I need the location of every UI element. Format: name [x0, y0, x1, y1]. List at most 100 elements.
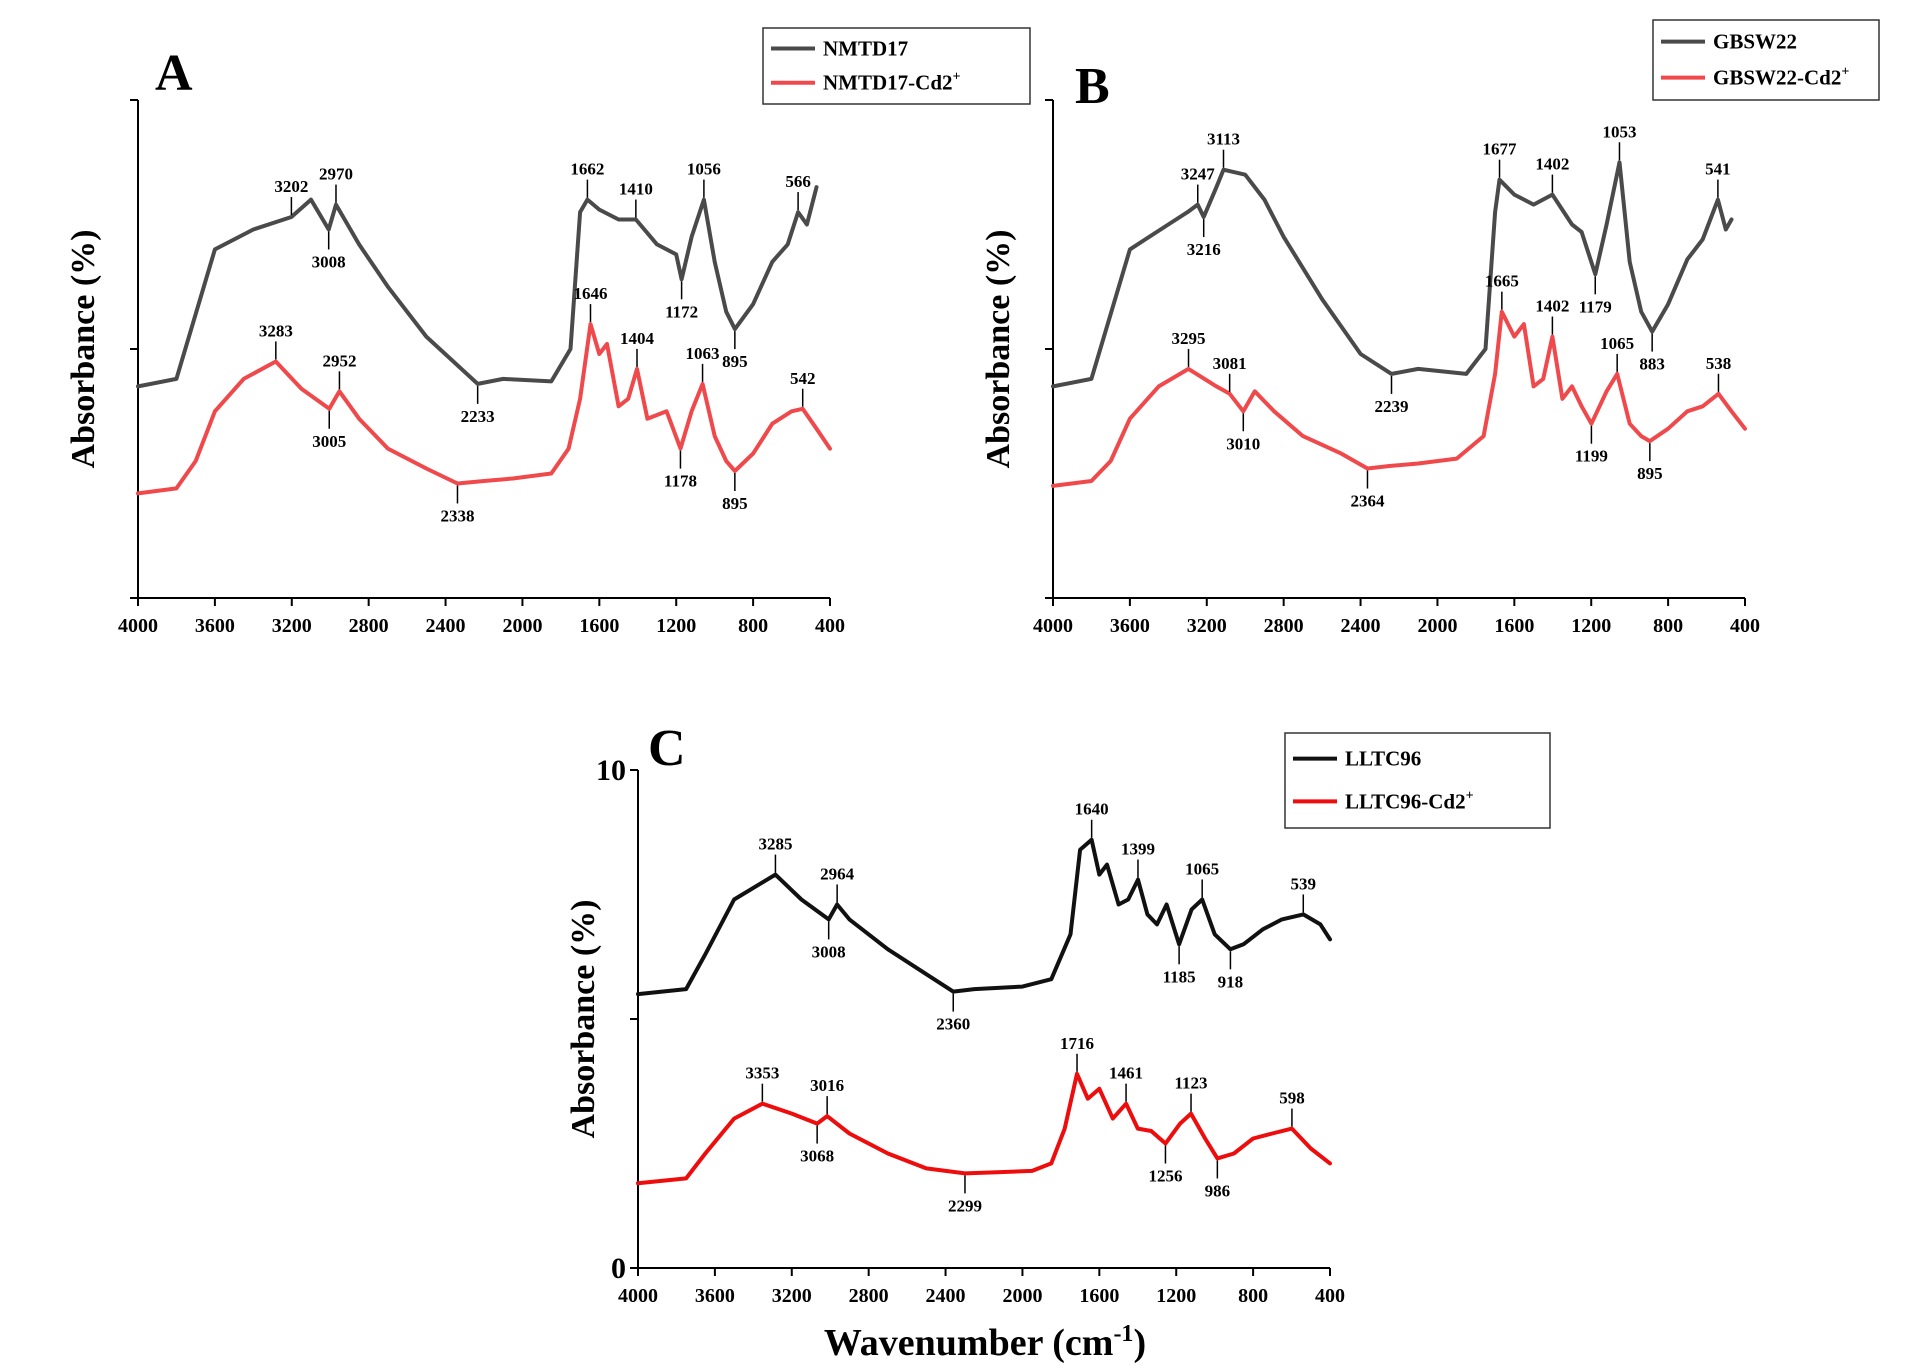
- x-tick-label: 400: [815, 615, 845, 637]
- peak-label: 1640: [1075, 800, 1109, 819]
- legend-box: [1652, 19, 1880, 101]
- legend-box: [1284, 732, 1551, 829]
- peak-label: 3285: [758, 835, 792, 854]
- x-axis-title-main: Wavenumber (cm: [824, 1322, 1114, 1364]
- series-line-b-1: [1051, 160, 1734, 389]
- legend-c: LLTC96 LLTC96-Cd2+: [1284, 732, 1551, 829]
- legend-label-text: LLTC96: [1345, 747, 1421, 771]
- peak-label: 918: [1218, 972, 1244, 991]
- legend-b: GBSW22 GBSW22-Cd2+: [1652, 19, 1880, 101]
- legend-label-text: LLTC96-Cd2: [1345, 789, 1466, 813]
- y-axis-title-b: Absorbance (%): [980, 230, 1017, 469]
- legend-label-superscript: +: [953, 70, 961, 85]
- peak-label: 3008: [812, 942, 846, 961]
- legend-label-superscript: +: [1466, 788, 1474, 803]
- x-tick-label: 800: [1653, 615, 1683, 637]
- x-tick-label: 3200: [772, 1285, 812, 1307]
- y-axis-title-c: Absorbance (%): [565, 900, 602, 1139]
- x-tick-label: 1200: [1571, 615, 1611, 637]
- peak-label: 3008: [312, 252, 346, 271]
- peak-label: 1178: [664, 472, 697, 491]
- peak-label: 1199: [1575, 447, 1608, 466]
- series-line-c-1: [636, 837, 1332, 997]
- series-line-a-2: [136, 322, 832, 496]
- x-axis-title-end: ): [1133, 1322, 1146, 1364]
- peak-label: 3068: [800, 1147, 834, 1166]
- peak-label: 1256: [1148, 1167, 1182, 1186]
- x-tick-label: 3600: [695, 1285, 735, 1307]
- panel-a: 4000 3600 3200 2800 2400 2000 1600 1200 800 400 A A…: [65, 27, 1031, 637]
- peak-label: 2299: [948, 1196, 982, 1215]
- peak-label: 1185: [1163, 967, 1196, 986]
- peak-label: 2364: [1350, 492, 1385, 511]
- x-tick-label: 4000: [618, 1285, 658, 1307]
- x-axis-title: Wavenumber (cm-1): [824, 1321, 1146, 1364]
- x-tick-label: 2000: [1417, 615, 1457, 637]
- peak-label: 1662: [570, 160, 604, 179]
- peak-label: 541: [1705, 160, 1731, 179]
- peak-label: 542: [790, 369, 816, 388]
- peak-label: 3016: [810, 1076, 844, 1095]
- peak-label: 598: [1279, 1089, 1305, 1108]
- x-tick-label: 2800: [1264, 615, 1304, 637]
- peak-label: 895: [722, 494, 748, 513]
- peak-label: 3005: [312, 432, 346, 451]
- x-tick-label: 800: [1238, 1285, 1268, 1307]
- peak-label: 1065: [1185, 859, 1219, 878]
- x-tick-label: 3600: [195, 615, 235, 637]
- peak-label: 895: [722, 352, 748, 371]
- legend-label: LLTC96-Cd2+: [1345, 788, 1474, 813]
- peak-label: 538: [1706, 354, 1732, 373]
- peak-label: 3202: [274, 177, 308, 196]
- peak-label: 986: [1205, 1181, 1231, 1200]
- legend-label: LLTC96: [1345, 747, 1421, 771]
- x-tick-label: 2400: [426, 615, 466, 637]
- peak-label: 1402: [1535, 297, 1569, 316]
- x-axis-title-superscript: -1: [1113, 1321, 1133, 1347]
- legend-label-text: NMTD17: [823, 37, 908, 61]
- peak-label: 2964: [820, 864, 855, 883]
- peak-label: 3081: [1213, 354, 1247, 373]
- peak-label: 3295: [1172, 329, 1206, 348]
- x-tick-label: 400: [1730, 615, 1760, 637]
- panel-label-b: B: [1075, 58, 1110, 115]
- peak-label: 3010: [1226, 434, 1260, 453]
- legend-label-text: NMTD17-Cd2: [823, 71, 953, 95]
- y-axis-title-a: Absorbance (%): [65, 230, 102, 469]
- peak-label: 1410: [619, 180, 653, 199]
- x-tick-label: 2000: [1002, 1285, 1042, 1307]
- x-tick-label: 3200: [272, 615, 312, 637]
- y-tick-label: 10: [596, 754, 626, 787]
- panel-b: 4000 3600 3200 2800 2400 2000 1600 1200 800 400 B A…: [980, 19, 1880, 637]
- peak-label: 3283: [259, 321, 293, 340]
- x-tick-label: 4000: [1033, 615, 1073, 637]
- legend-label: NMTD17: [823, 37, 908, 61]
- x-tick-label: 2800: [349, 615, 389, 637]
- peak-label: 2970: [319, 165, 353, 184]
- peak-label: 1461: [1109, 1064, 1143, 1083]
- x-tick-label: 2400: [926, 1285, 966, 1307]
- legend-label: GBSW22-Cd2+: [1713, 65, 1849, 90]
- legend-label-text: GBSW22-Cd2: [1713, 66, 1841, 90]
- x-tick-label: 4000: [118, 615, 158, 637]
- peak-label: 895: [1637, 464, 1663, 483]
- peak-label: 2360: [936, 1015, 970, 1034]
- peak-label: 1677: [1483, 140, 1518, 159]
- panel-label-c: C: [648, 720, 686, 777]
- peak-label: 2952: [322, 351, 356, 370]
- peak-label: 3247: [1181, 165, 1216, 184]
- legend-label: NMTD17-Cd2+: [823, 70, 961, 95]
- x-tick-label: 3600: [1110, 615, 1150, 637]
- peak-label: 1053: [1602, 122, 1636, 141]
- x-tick-label: 800: [738, 615, 768, 637]
- peak-label: 2239: [1375, 397, 1409, 416]
- peak-label: 1665: [1485, 272, 1519, 291]
- series-line-b-2: [1051, 309, 1747, 488]
- peak-label: 1179: [1579, 297, 1612, 316]
- x-tick-label: 400: [1315, 1285, 1345, 1307]
- legend-box: [762, 27, 1031, 105]
- x-tick-label: 1600: [1079, 1285, 1119, 1307]
- series-line-a-1: [136, 185, 819, 389]
